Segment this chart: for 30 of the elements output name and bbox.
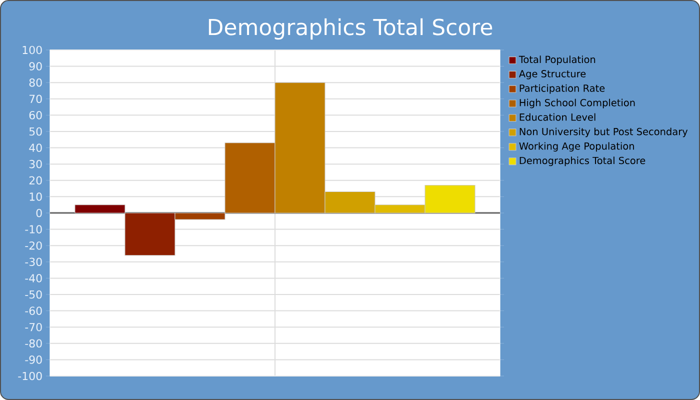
y-tick-label: 80 — [29, 78, 42, 87]
y-tick-label: -20 — [25, 241, 42, 250]
legend-label: Demographics Total Score — [520, 156, 646, 166]
y-tick-label: -80 — [25, 339, 42, 348]
y-tick-label: 10 — [30, 192, 42, 201]
y-tick-label: -70 — [25, 322, 42, 332]
y-tick-label: 70 — [29, 94, 42, 104]
y-tick-label: -40 — [25, 274, 42, 282]
y-tick-label: -90 — [25, 356, 42, 364]
y-tick-label: -50 — [25, 290, 42, 299]
legend-label: Total Population — [518, 56, 596, 66]
legend-label: Age Structure — [518, 70, 586, 80]
y-tick-label: 50 — [29, 127, 42, 136]
y-tick-label: -10 — [25, 225, 42, 234]
legend-label: Non University but Post Secondary — [520, 128, 688, 138]
y-tick-label: 0 — [36, 208, 42, 218]
legend-label: High School Completion — [520, 98, 635, 108]
y-tick-label: -60 — [25, 306, 42, 315]
legend-label: Working Age Population — [519, 142, 634, 152]
chart-title: Demographics Total Score — [208, 18, 492, 40]
y-tick-label: -100 — [18, 372, 42, 380]
y-tick-label: -30 — [25, 258, 42, 266]
y-tick-label: 100 — [22, 46, 42, 54]
legend-label: Participation Rate — [520, 84, 605, 94]
y-tick-label: 30 — [29, 160, 42, 168]
y-tick-label: 90 — [29, 62, 42, 70]
y-tick-label: 60 — [29, 111, 42, 120]
y-tick-label: 40 — [29, 144, 42, 152]
y-tick-label: 20 — [29, 176, 42, 185]
legend-label: Education Level — [520, 113, 596, 121]
